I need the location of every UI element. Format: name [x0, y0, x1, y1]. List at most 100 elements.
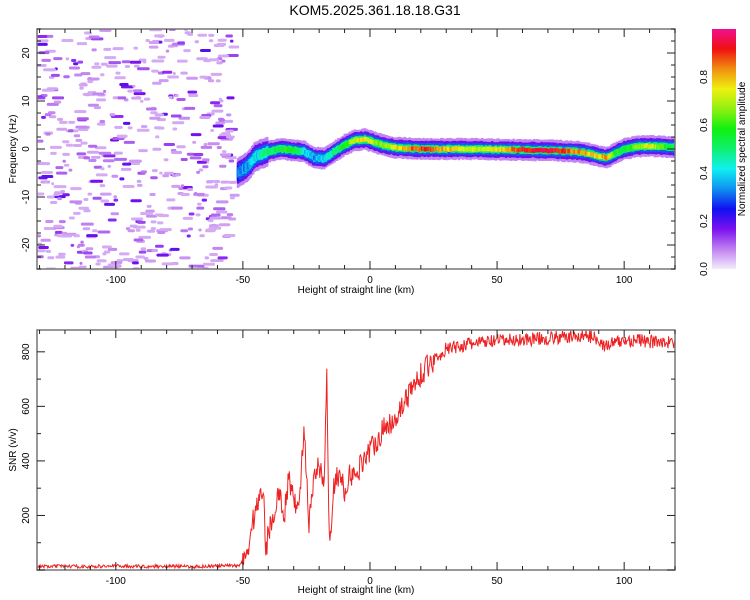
ridge-cell — [310, 154, 313, 159]
noise-cell — [83, 197, 89, 201]
noise-cell — [51, 182, 55, 186]
noise-cell — [53, 224, 63, 228]
noise-cell — [225, 135, 235, 139]
noise-cell — [177, 59, 188, 63]
ridge-cell — [437, 146, 441, 152]
ridge-cell — [605, 156, 608, 161]
noise-cell — [101, 245, 112, 249]
ridge-cell — [639, 144, 643, 150]
ridge-cell — [442, 146, 446, 151]
noise-cell — [76, 117, 89, 121]
ridge-cell — [577, 149, 580, 154]
ridge-cell — [338, 146, 341, 151]
ridge-cell — [559, 148, 563, 153]
ridge-cell — [564, 148, 568, 153]
noise-cell — [213, 180, 221, 184]
ridge-cell — [465, 147, 468, 152]
noise-cell — [177, 41, 185, 45]
ridge-cell — [379, 141, 382, 146]
noise-cell — [62, 159, 66, 163]
ridge-cell — [660, 144, 663, 149]
ridge-cell — [255, 152, 259, 159]
noise-cell — [193, 153, 204, 157]
noise-cell — [225, 34, 233, 38]
noise-cell — [123, 140, 135, 144]
noise-cell — [113, 195, 117, 199]
noise-cell — [56, 234, 64, 238]
noise-cell — [83, 251, 93, 255]
ridge-cell — [385, 143, 388, 148]
ridge-cell — [413, 145, 416, 151]
ridge-cell — [307, 152, 311, 157]
noise-cell — [213, 104, 223, 108]
noise-cell — [202, 165, 209, 169]
noise-cell — [143, 256, 149, 260]
noise-cell — [214, 183, 219, 187]
ridge-cell — [427, 146, 430, 152]
y-tick-label: -20 — [21, 237, 32, 252]
noise-cell — [45, 249, 51, 253]
ridge-cell — [374, 139, 377, 145]
ridge-cell — [399, 145, 402, 151]
noise-cell — [87, 80, 94, 84]
ridge-cell — [328, 152, 331, 158]
ridge-cell — [375, 140, 378, 145]
noise-cell — [221, 54, 229, 58]
noise-cell — [217, 256, 228, 260]
y-tick-label: 400 — [21, 452, 32, 469]
noise-cell — [149, 192, 156, 196]
noise-cell — [114, 125, 123, 129]
noise-cell — [113, 151, 123, 155]
ridge-cell — [440, 147, 443, 152]
ridge-cell — [271, 149, 274, 154]
noise-cell — [76, 152, 87, 156]
noise-cell — [209, 252, 218, 256]
noise-cell — [47, 68, 57, 72]
noise-cell — [188, 264, 199, 268]
noise-cell — [62, 152, 70, 156]
noise-cell — [96, 259, 105, 263]
noise-cell — [73, 211, 81, 215]
noise-cell — [133, 92, 146, 96]
ridge-cell — [571, 149, 574, 154]
ridge-cell — [435, 146, 438, 151]
noise-cell — [93, 106, 102, 110]
noise-cell — [198, 168, 204, 172]
ridge-cell — [626, 146, 630, 151]
ridge-cell — [337, 146, 340, 151]
noise-cell — [159, 171, 163, 175]
noise-cell — [188, 94, 199, 98]
noise-cell — [117, 96, 127, 100]
ridge-cell — [347, 141, 350, 147]
ridge-cell — [236, 170, 240, 177]
y-tick-label: 800 — [21, 343, 32, 360]
ridge-cell — [558, 149, 561, 154]
ridge-cell — [273, 147, 277, 153]
y-tick-label: 200 — [21, 507, 32, 524]
noise-cell — [189, 156, 202, 160]
ridge-cell — [512, 147, 515, 152]
x-tick-label: 0 — [367, 576, 373, 587]
ridge-cell — [343, 143, 346, 148]
colorbar-ticks: 0.0 0.2 0.4 0.6 0.8 — [699, 70, 710, 276]
noise-cell — [137, 220, 146, 224]
ridge-cell — [305, 150, 308, 155]
ridge-cell — [461, 146, 465, 152]
figure-title: KOM5.2025.361.18.18.G31 — [289, 2, 460, 18]
colorbar-label: Normalized spectral amplitude — [737, 81, 748, 216]
ridge-cell — [588, 152, 592, 157]
noise-cell — [125, 227, 131, 231]
ridge-cell — [522, 147, 526, 152]
ridge-cell — [436, 146, 439, 151]
noise-cell — [219, 153, 232, 157]
noise-cell — [180, 193, 190, 197]
ridge-cell — [551, 148, 555, 153]
ridge-cell — [672, 145, 675, 150]
ridge-cell — [492, 147, 495, 152]
y-tick-label: -10 — [21, 189, 32, 204]
noise-cell — [127, 229, 135, 233]
ridge-cell — [507, 147, 510, 152]
y-tick-label: 10 — [21, 95, 32, 107]
ridge-cell — [391, 145, 395, 150]
noise-cell — [68, 216, 75, 220]
